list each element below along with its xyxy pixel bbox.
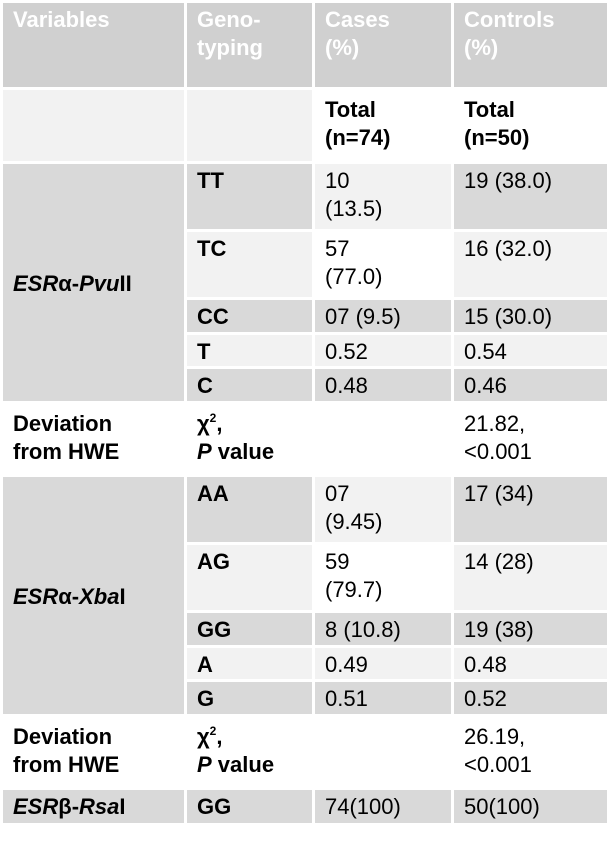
controls-total: Total (n=50)	[451, 87, 607, 164]
chi-square-p-value-label: χ2, P value	[184, 714, 315, 790]
table-row: T 0.52 0.54	[2, 332, 607, 369]
controls-cell: 17 (34)	[451, 474, 607, 545]
cases-cell: 59 (79.7)	[312, 542, 454, 613]
cases-cell: 0.52	[312, 332, 454, 369]
deviation-from-hwe-label: Deviation from HWE	[0, 401, 187, 477]
cases-cell: 0.48	[312, 366, 454, 404]
table-row: AG 59 (79.7) 14 (28)	[2, 542, 607, 613]
controls-cell: 26.19, <0.001	[451, 714, 607, 790]
cases-cell: 07 (9.5)	[312, 297, 454, 335]
genotype-cell: GG	[184, 787, 315, 826]
table-row: G 0.51 0.52	[2, 679, 607, 717]
table-row: A 0.49 0.48	[2, 645, 607, 682]
cases-cell	[312, 401, 454, 477]
cases-cell: 74(100)	[312, 787, 454, 826]
table-row: GG 8 (10.8) 19 (38)	[2, 610, 607, 648]
cases-cell: 10 (13.5)	[312, 161, 454, 232]
header-controls: Controls (%)	[451, 0, 607, 90]
chi-square-p-value-label: χ2, P value	[184, 401, 315, 477]
genotype-cell: TT	[184, 161, 315, 232]
cases-cell: 07 (9.45)	[312, 474, 454, 545]
subheader-empty-1	[0, 87, 187, 164]
table-row: ESRα-PvuII TT 10 (13.5) 19 (38.0)	[0, 161, 607, 404]
subheader-row: Total (n=74) Total (n=50)	[0, 87, 607, 164]
table-row: CC 07 (9.5) 15 (30.0)	[2, 297, 607, 335]
header-variables: Variables	[0, 0, 187, 90]
controls-cell: 0.48	[451, 645, 607, 682]
genotype-cell: G	[184, 679, 315, 717]
controls-cell: 15 (30.0)	[451, 297, 607, 335]
variable-esr-alpha-xbai: ESRα-XbaI	[0, 474, 187, 717]
genotype-cell: AA	[184, 474, 315, 545]
hwe-row: Deviation from HWE χ2, P value 26.19, <0.00…	[0, 714, 607, 790]
genotype-cell: CC	[184, 297, 315, 335]
genotype-cell: A	[184, 645, 315, 682]
deviation-from-hwe-label: Deviation from HWE	[0, 714, 187, 790]
controls-cell: 21.82, <0.001	[451, 401, 607, 477]
subheader-empty-2	[184, 87, 315, 164]
genotype-cell: AG	[184, 542, 315, 613]
genotype-cell: GG	[184, 610, 315, 648]
table-row: TC 57 (77.0) 16 (32.0)	[2, 229, 607, 300]
genotype-cell: C	[184, 366, 315, 404]
variable-esr-alpha-pvuii: ESRα-PvuII	[0, 161, 187, 404]
genotype-table: Variables Geno-typing Cases (%) Controls(…	[0, 0, 607, 826]
table-row: ESRα-XbaI AA 07 (9.45) 17 (34)	[0, 474, 607, 717]
controls-cell: 16 (32.0)	[451, 229, 607, 300]
hwe-row: Deviation from HWE χ2, P value 21.82, <0.00…	[0, 401, 607, 477]
cases-cell: 57 (77.0)	[312, 229, 454, 300]
controls-cell: 0.46	[451, 366, 607, 404]
cases-cell: 0.49	[312, 645, 454, 682]
cases-cell: 8 (10.8)	[312, 610, 454, 648]
cases-cell	[312, 714, 454, 790]
cases-total: Total (n=74)	[312, 87, 454, 164]
header-cases: Cases (%)	[312, 0, 454, 90]
controls-cell: 50(100)	[451, 787, 607, 826]
table-row: C 0.48 0.46	[2, 366, 607, 404]
controls-cell: 19 (38.0)	[451, 161, 607, 232]
variable-esr-beta-rsai: ESRβ-RsaI	[0, 787, 187, 826]
table-header-row: Variables Geno-typing Cases (%) Controls(…	[0, 0, 607, 90]
controls-cell: 14 (28)	[451, 542, 607, 613]
controls-cell: 0.52	[451, 679, 607, 717]
header-genotyping: Geno-typing	[184, 0, 315, 90]
genotype-cell: TC	[184, 229, 315, 300]
controls-cell: 0.54	[451, 332, 607, 369]
cases-cell: 0.51	[312, 679, 454, 717]
controls-cell: 19 (38)	[451, 610, 607, 648]
genotype-cell: T	[184, 332, 315, 369]
table-row: ESRβ-RsaI GG 74(100) 50(100)	[0, 787, 607, 826]
